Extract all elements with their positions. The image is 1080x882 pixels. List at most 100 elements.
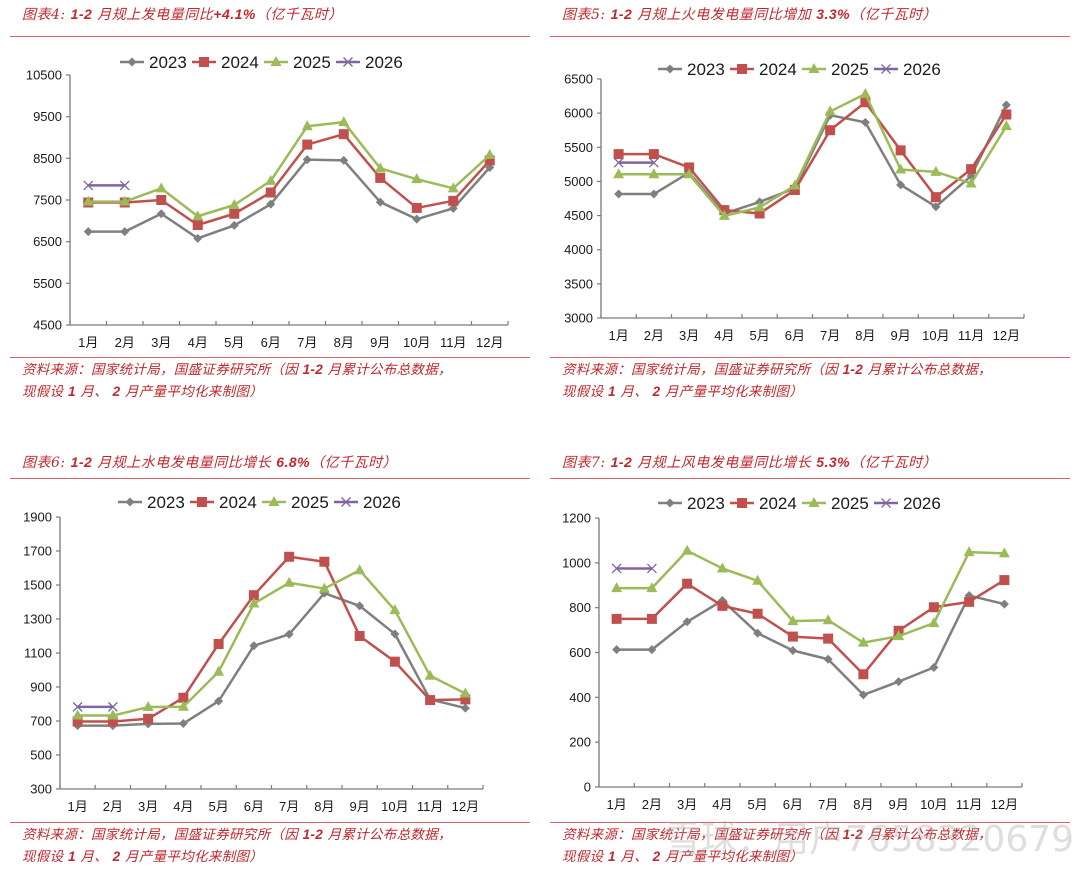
title-range: 1-2 bbox=[610, 454, 633, 470]
x-tick-label: 5月 bbox=[748, 797, 768, 812]
y-tick-label: 1200 bbox=[562, 511, 591, 526]
legend-label: 2025 bbox=[831, 60, 869, 79]
data-point-2025 bbox=[928, 617, 940, 628]
x-tick-label: 12月 bbox=[452, 799, 479, 814]
legend-marker-x-icon bbox=[343, 57, 353, 67]
title-unit: （亿千瓦时） bbox=[310, 455, 398, 471]
data-point-2025 bbox=[718, 209, 730, 220]
data-point-2023 bbox=[339, 155, 349, 165]
data-point-2024 bbox=[375, 172, 386, 183]
data-point-2024 bbox=[107, 716, 118, 727]
data-point-2025 bbox=[447, 182, 459, 193]
data-point-2025 bbox=[859, 88, 871, 99]
data-point-2024 bbox=[229, 208, 240, 219]
x-tick-label: 8月 bbox=[314, 799, 334, 814]
x-tick-label: 9月 bbox=[370, 335, 390, 350]
figure-title: 图表5: 1-2 月规上火电发电量同比增加 3.3%（亿千瓦时） bbox=[562, 4, 937, 24]
legend-marker-triangle-icon bbox=[268, 496, 280, 506]
data-point-2026 bbox=[613, 157, 624, 168]
data-point-2025 bbox=[754, 201, 766, 212]
axes: 4500 5500 6500 7500 8500 9500 10500 1月 2月 3月 4月 5月 6… bbox=[26, 68, 509, 350]
y-tick-label: 200 bbox=[569, 735, 591, 750]
legend-marker-square-icon bbox=[197, 497, 207, 507]
title-text: 月规上发电量同比 bbox=[97, 7, 214, 23]
y-tick-label: 6500 bbox=[564, 72, 593, 87]
data-point-2023 bbox=[83, 227, 93, 237]
data-point-2023 bbox=[214, 696, 224, 706]
data-point-2024 bbox=[213, 638, 224, 649]
legend: 2023 2024 2025 2026 bbox=[118, 493, 401, 512]
data-point-2024 bbox=[930, 192, 941, 203]
data-point-2025 bbox=[389, 604, 401, 615]
series-2023 bbox=[612, 591, 1009, 700]
data-point-2025 bbox=[228, 199, 240, 209]
data-point-2025 bbox=[411, 173, 423, 184]
data-point-2025 bbox=[374, 162, 386, 173]
source-line-1: 资料来源：国家统计局，国盛证券研究所（因 1-2 月累计公布总数据， bbox=[22, 362, 452, 378]
x-tick-label: 8月 bbox=[853, 797, 873, 812]
y-tick-label: 600 bbox=[569, 645, 591, 660]
y-tick-label: 1700 bbox=[23, 544, 52, 559]
data-point-2024 bbox=[319, 556, 330, 567]
y-tick-label: 300 bbox=[30, 782, 52, 797]
x-tick-label: 4月 bbox=[712, 797, 732, 812]
x-tick-label: 8月 bbox=[334, 335, 354, 350]
data-point-2025 bbox=[459, 687, 471, 698]
data-point-2025 bbox=[895, 163, 907, 174]
title-text: 月规上风电发电量同比增长 bbox=[637, 455, 812, 471]
series-2025 bbox=[72, 564, 471, 720]
data-point-2023 bbox=[375, 197, 385, 207]
data-point-2024 bbox=[448, 195, 459, 206]
data-point-2025 bbox=[965, 177, 977, 188]
data-point-2025 bbox=[177, 700, 189, 711]
data-point-2025 bbox=[338, 116, 350, 127]
x-tick-label: 1月 bbox=[68, 799, 88, 814]
data-point-2024 bbox=[752, 608, 763, 619]
data-point-2023 bbox=[858, 690, 868, 700]
data-point-2023 bbox=[156, 209, 166, 219]
x-tick-label: 1月 bbox=[78, 335, 98, 350]
x-tick-label: 2月 bbox=[644, 328, 664, 343]
source-note: 资料来源：国家统计局，国盛证券研究所（因 1-2 月累计公布总数据， 现假设 1… bbox=[562, 359, 992, 403]
data-point-2026 bbox=[83, 180, 94, 191]
data-point-2024 bbox=[338, 129, 349, 140]
legend: 2023 2024 2025 2026 bbox=[120, 53, 403, 72]
x-tick-label: 3月 bbox=[679, 328, 699, 343]
y-tick-label: 3500 bbox=[564, 276, 593, 291]
legend-label: 2025 bbox=[831, 494, 869, 513]
figure-title: 图表7: 1-2 月规上风电发电量同比增长 5.3%（亿千瓦时） bbox=[562, 452, 937, 472]
x-tick-label: 6月 bbox=[785, 328, 805, 343]
data-point-2025 bbox=[998, 547, 1010, 558]
y-tick-label: 800 bbox=[569, 600, 591, 615]
source-line-1: 资料来源：国家统计局，国盛证券研究所（因 1-2 月累计公布总数据， bbox=[22, 827, 452, 843]
legend-marker-diamond-icon bbox=[665, 498, 675, 508]
legend-marker-triangle-icon bbox=[808, 497, 820, 507]
series-line-2023 bbox=[77, 591, 466, 727]
legend-item-2023: 2023 bbox=[118, 493, 185, 512]
data-point-2025 bbox=[963, 546, 975, 557]
x-tick-label: 11月 bbox=[417, 799, 444, 814]
legend-item-2026: 2026 bbox=[334, 493, 401, 512]
x-tick-label: 3月 bbox=[138, 799, 158, 814]
data-point-2024 bbox=[302, 139, 313, 150]
x-tick-label: 11月 bbox=[440, 335, 467, 350]
x-tick-label: 12月 bbox=[476, 335, 503, 350]
data-point-2025 bbox=[716, 562, 728, 573]
x-tick-label: 9月 bbox=[889, 797, 909, 812]
data-point-2026 bbox=[611, 563, 622, 574]
data-point-2025 bbox=[613, 168, 625, 179]
data-point-2023 bbox=[647, 645, 657, 655]
series-line-2024 bbox=[616, 579, 1006, 676]
x-tick-label: 10月 bbox=[920, 797, 947, 812]
data-point-2024 bbox=[192, 220, 203, 230]
title-value: 6.8% bbox=[276, 454, 311, 470]
data-point-2025 bbox=[213, 665, 225, 676]
x-tick-label: 10月 bbox=[381, 799, 408, 814]
x-tick-label: 1月 bbox=[607, 797, 627, 812]
data-point-2024 bbox=[484, 155, 495, 166]
x-tick-label: 10月 bbox=[403, 335, 430, 350]
data-point-2024 bbox=[825, 125, 836, 136]
source-line-2: 现假设 1 月、 2 月产量平均化来制图） bbox=[22, 384, 264, 400]
legend-label: 2024 bbox=[221, 53, 259, 72]
series-line-2023 bbox=[618, 104, 1008, 215]
